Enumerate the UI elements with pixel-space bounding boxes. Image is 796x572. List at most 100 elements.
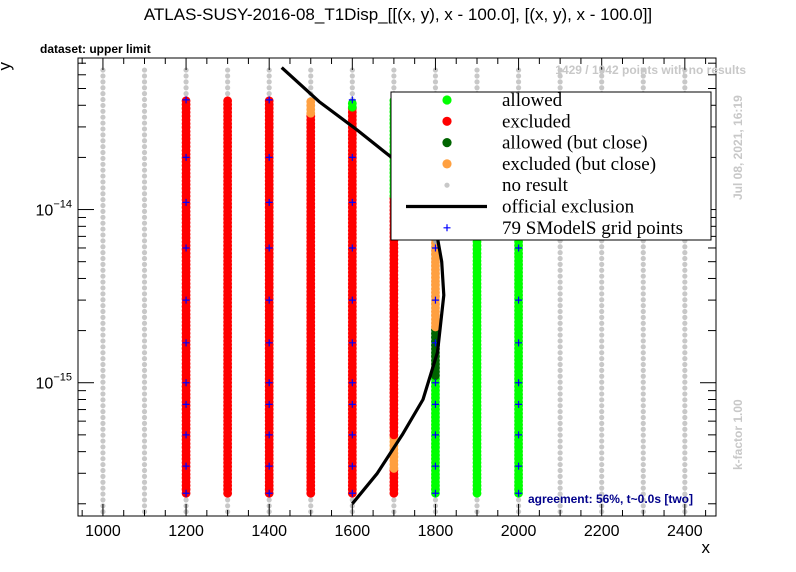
no-result-point [100, 326, 106, 332]
smodels-grid-point [515, 244, 523, 252]
y-tick-label: 10−14 [36, 199, 72, 220]
smodels-grid-point [182, 96, 190, 104]
no-result-point [100, 397, 106, 403]
smodels-grid-point [182, 339, 190, 347]
x-tick-label: 2200 [584, 523, 620, 540]
no-result-point [640, 67, 646, 73]
no-result-point [557, 420, 563, 426]
no-result-point [599, 444, 605, 450]
no-result-point [141, 444, 148, 450]
no-result-point [391, 497, 397, 503]
no-result-point [100, 356, 106, 362]
legend-marker [442, 159, 452, 169]
smodels-grid-point [182, 198, 190, 206]
no-result-point [682, 244, 688, 250]
no-result-point [640, 385, 646, 391]
no-result-point [141, 167, 148, 173]
no-result-point [599, 403, 605, 409]
no-result-point [682, 267, 688, 273]
no-result-point [100, 179, 106, 185]
no-result-point [515, 67, 522, 73]
no-result-point [640, 326, 646, 332]
no-result-point [141, 338, 148, 344]
no-result-point [349, 67, 355, 73]
no-result-point [141, 79, 148, 85]
no-result-point [141, 314, 148, 320]
no-result-point [308, 497, 314, 503]
no-result-point [682, 356, 688, 362]
no-result-point [599, 314, 605, 320]
no-result-point [557, 326, 563, 332]
no-result-point [141, 132, 148, 138]
no-result-point [682, 414, 688, 421]
smodels-grid-point [265, 296, 273, 304]
no-result-point [474, 85, 480, 91]
no-result-point [100, 338, 106, 344]
no-result-point [100, 285, 106, 291]
no-result-point [141, 450, 148, 456]
no-result-point [225, 497, 231, 503]
no-result-point [141, 320, 148, 326]
no-result-point [100, 255, 106, 262]
no-result-point [141, 356, 148, 362]
smodels-grid-point [182, 153, 190, 161]
no-result-point [141, 108, 148, 114]
no-result-point [640, 450, 646, 456]
no-result-point [349, 91, 355, 97]
no-result-point [599, 367, 605, 373]
no-result-point [225, 91, 231, 97]
no-result-point [599, 79, 605, 85]
no-result-point [100, 120, 106, 126]
no-result-point [100, 379, 106, 385]
no-result-point [557, 320, 563, 326]
no-result-point [100, 67, 106, 73]
no-result-point [682, 285, 688, 291]
no-result-point [141, 255, 148, 262]
no-result-point [141, 461, 148, 468]
no-result-point [100, 126, 106, 132]
no-result-point [599, 491, 605, 497]
no-result-point [100, 108, 106, 114]
no-result-point [100, 391, 106, 397]
no-result-point [599, 497, 605, 503]
no-result-point [141, 303, 148, 309]
no-result-point [599, 320, 605, 326]
y-axis-label: y [0, 62, 14, 71]
no-result-point [682, 250, 688, 256]
no-result-point [225, 73, 231, 79]
no-result-point [640, 503, 646, 509]
no-result-point [640, 432, 646, 438]
no-result-point [141, 67, 148, 73]
no-result-point [682, 409, 688, 415]
no-result-point [141, 85, 148, 91]
no-result-point [100, 426, 106, 432]
no-result-point [100, 403, 106, 409]
no-result-point [682, 479, 688, 485]
no-result-point [225, 85, 231, 91]
no-result-point [308, 503, 314, 509]
no-result-point [100, 314, 106, 320]
official-exclusion-line [280, 66, 446, 505]
smodels-grid-point [431, 400, 439, 408]
no-result-point [183, 67, 189, 73]
no-result-point [266, 79, 272, 85]
x-tick-label: 1000 [85, 523, 121, 540]
no-result-point [141, 126, 148, 132]
no-result-point [640, 267, 646, 273]
no-result-point [100, 361, 106, 368]
no-result-point [640, 491, 646, 497]
no-result-point [100, 155, 106, 162]
no-result-point [308, 73, 314, 79]
no-result-point [557, 344, 563, 350]
no-result-point [682, 485, 688, 491]
no-result-point [474, 73, 480, 79]
smodels-grid-point [348, 96, 356, 104]
no-result-point [100, 250, 106, 256]
no-result-point [557, 297, 563, 303]
no-result-point [100, 102, 106, 109]
no-result-point [432, 79, 439, 85]
smodels-grid-point [348, 339, 356, 347]
no-result-point [141, 385, 148, 391]
no-result-point [349, 79, 355, 85]
